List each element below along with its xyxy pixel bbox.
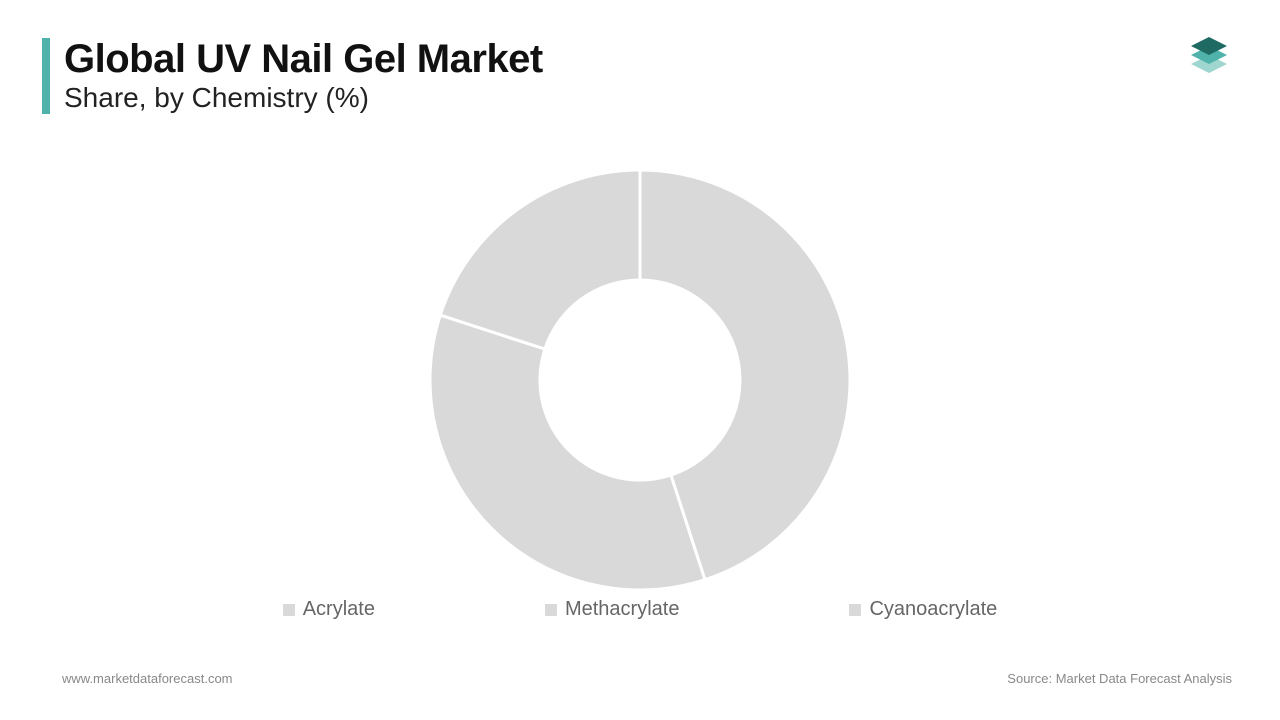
legend-label: Cyanoacrylate	[869, 598, 997, 621]
chart-legend: Acrylate Methacrylate Cyanoacrylate	[0, 598, 1280, 621]
donut-chart	[0, 160, 1280, 600]
legend-item: Methacrylate	[545, 598, 680, 621]
header: Global UV Nail Gel Market Share, by Chem…	[42, 38, 543, 114]
accent-bar	[42, 38, 50, 114]
page-title: Global UV Nail Gel Market	[64, 38, 543, 80]
footer-source: Source: Market Data Forecast Analysis	[1007, 671, 1232, 686]
legend-item: Acrylate	[283, 598, 375, 621]
legend-label: Acrylate	[303, 598, 375, 621]
legend-marker-icon	[283, 604, 295, 616]
page-subtitle: Share, by Chemistry (%)	[64, 82, 543, 114]
legend-label: Methacrylate	[565, 598, 680, 621]
title-block: Global UV Nail Gel Market Share, by Chem…	[64, 38, 543, 114]
brand-logo-icon	[1180, 28, 1238, 91]
legend-marker-icon	[545, 604, 557, 616]
legend-item: Cyanoacrylate	[849, 598, 997, 621]
donut-segment	[440, 170, 640, 349]
donut-segment	[430, 315, 705, 590]
legend-marker-icon	[849, 604, 861, 616]
footer-url: www.marketdataforecast.com	[62, 671, 233, 686]
